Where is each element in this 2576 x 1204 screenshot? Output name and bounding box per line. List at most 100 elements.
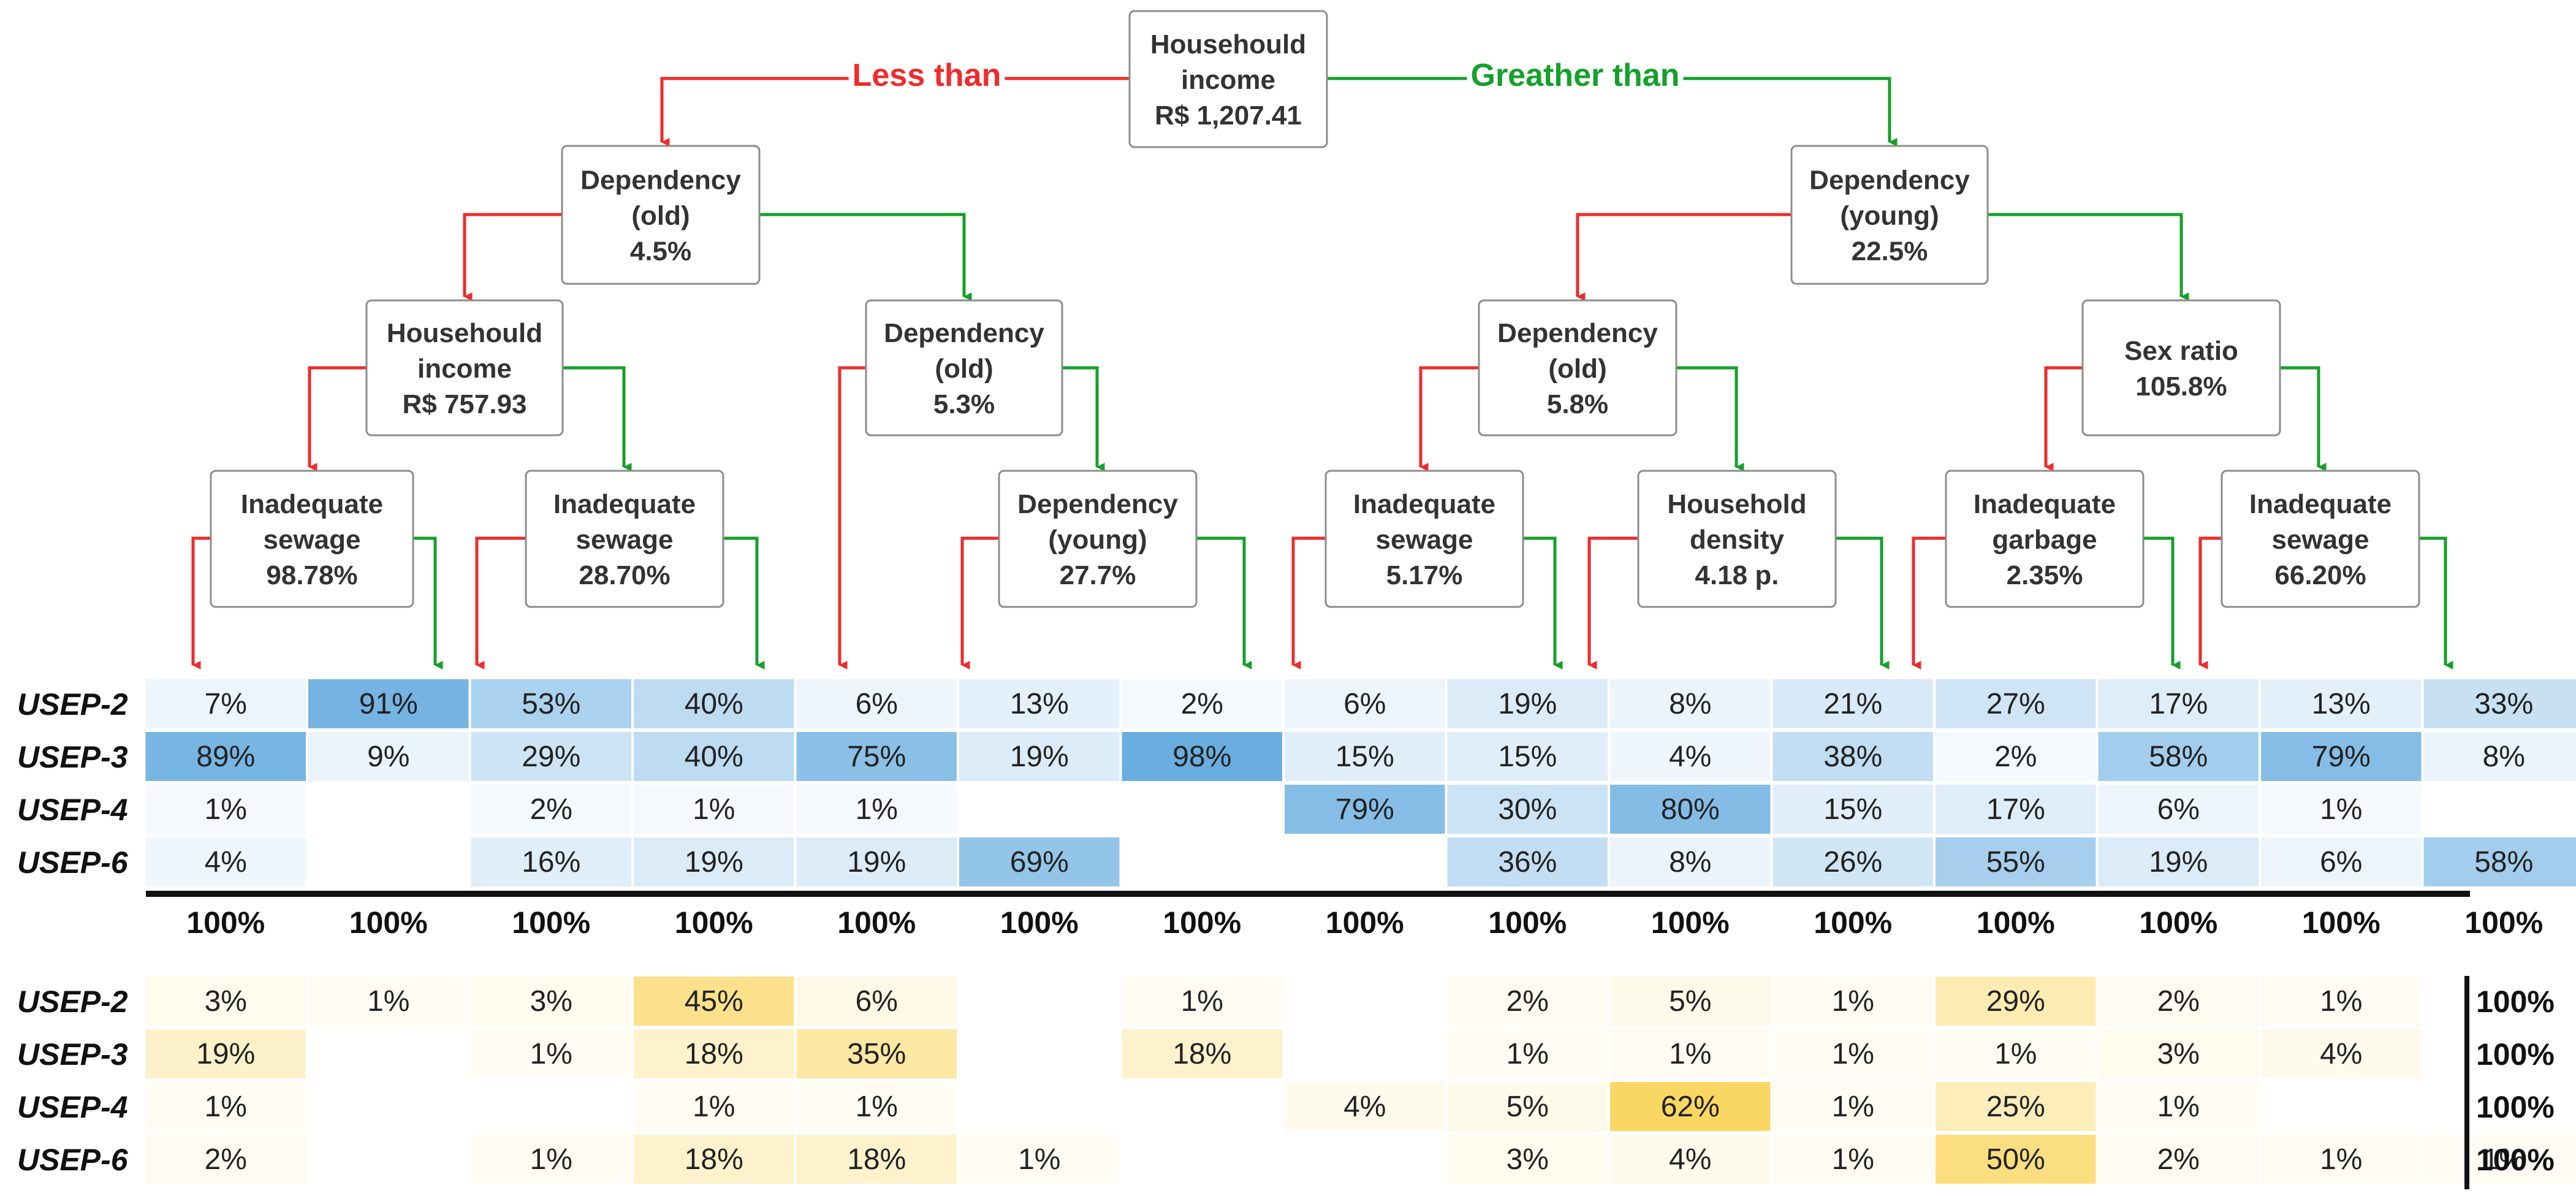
cell-shade [2098,785,2259,834]
column-total: 100% [349,905,428,940]
cell-shade [145,732,306,781]
cell-shade [2423,1135,2576,1184]
table-cell: 7% [145,679,306,728]
node-line: 98.78% [266,560,357,590]
column-total: 100% [1326,905,1404,940]
edge-greater [2143,536,2181,669]
table-cell: 26% [1772,837,1933,886]
cell-value: 45% [685,985,743,1018]
table-cell: 79% [2261,732,2422,781]
node-line: garbage [1992,525,2097,555]
node-line: Inadequate [1974,489,2116,519]
cell-value: 19% [1498,688,1557,720]
table-cell: 1% [796,785,957,834]
cell-value: 62% [1661,1091,1720,1123]
node-line: 28.70% [579,560,670,590]
cell-value: 13% [2312,688,2371,720]
cell-shade [1447,1082,1608,1131]
node-line: 2.35% [2007,560,2083,590]
node-line: Househould [387,318,542,348]
node-line: 4.18 p. [1695,560,1779,590]
bottom-row-label: USEP-6 [17,1143,129,1177]
table-cell: 1% [145,785,306,834]
cell-shade [471,732,631,781]
node-rr: Sex ratio 105.8% [2081,299,2281,436]
table-cell: 19% [1447,679,1608,728]
cell-shade [1122,1029,1282,1078]
cell-shade [1936,679,2096,728]
cell-value: 9% [367,741,409,773]
cell-shade [1610,837,1771,886]
node-box [2081,299,2281,436]
node-line: (old) [1548,354,1606,384]
cell-shade [959,732,1120,781]
cell-shade [1447,977,1608,1026]
cell-shade [2261,1029,2422,1078]
node-rl: Dependency (old) 5.8% [1478,299,1677,436]
cell-shade [2261,679,2422,728]
column-total: 100% [1814,905,1892,940]
table-cell: 8% [1610,679,1771,728]
node-line: Inadequate [553,489,696,519]
table-cell: 3% [2098,1029,2259,1078]
cell-value: 21% [1823,688,1882,720]
node-line: 4.5% [630,237,691,267]
cell-value: 1% [1181,985,1223,1018]
node-line: Household [1667,489,1806,519]
node-line: Inadequate [2249,489,2392,519]
cell-shade [2098,679,2259,728]
node-line: (young) [1840,201,1939,231]
cell-value: 29% [1986,985,2045,1018]
cell-value: 18% [685,1038,743,1070]
table-cell: 18% [796,1135,957,1184]
cell-value: 2% [1181,688,1223,720]
row-total: 100% [2476,1037,2555,1072]
cell-shade [1772,1135,1933,1184]
node-rll: Inadequate sewage 5.17% [1324,470,1524,608]
node-box [1324,470,1524,608]
row-total: 100% [2476,1143,2555,1177]
node-box [1945,470,2145,608]
top-row-label: USEP-3 [17,740,128,774]
table-cell: 4% [1610,732,1771,781]
node-line: Inadequate [241,489,383,519]
cell-shade [634,732,794,781]
column-total: 100% [186,905,265,940]
node-line: (young) [1048,525,1147,555]
column-total: 100% [1651,905,1730,940]
edge-less [1912,536,1946,669]
cell-shade [634,1082,794,1131]
cell-shade [2261,977,2422,1026]
tree-edges [191,77,2453,669]
table-cell: 2% [145,1135,306,1184]
cell-value: 8% [2483,741,2525,773]
cell-value: 13% [1010,688,1069,720]
cell-shade [796,1135,957,1184]
table-cell: 2% [2098,1135,2259,1184]
cell-value: 4% [205,846,247,878]
cell-value: 27% [1986,688,2045,720]
cell-value: 6% [856,688,898,720]
edge-greater [413,536,443,669]
cell-shade [1610,1135,1771,1184]
node-box [998,470,1198,608]
cell-value: 1% [367,985,409,1018]
cell-value: 80% [1661,793,1720,826]
table-cell: 15% [1447,732,1608,781]
node-line: (old) [935,354,993,384]
table-cell: 25% [1936,1082,2096,1131]
node-line: 5.3% [933,389,995,419]
table-cell: 33% [2423,679,2576,728]
cell-value: 8% [1669,688,1711,720]
cell-value: 6% [2157,793,2200,826]
table-cell: 75% [796,732,957,781]
branch-label-less: Less than [853,58,1001,93]
cell-value: 1% [1832,1038,1874,1070]
table-cell: 19% [796,837,957,886]
cell-value: 17% [2149,688,2208,720]
edge-less [2044,366,2083,471]
table-cell: 4% [145,837,306,886]
cell-value: 2% [2157,985,2200,1018]
table-cell: 1% [796,1082,957,1131]
